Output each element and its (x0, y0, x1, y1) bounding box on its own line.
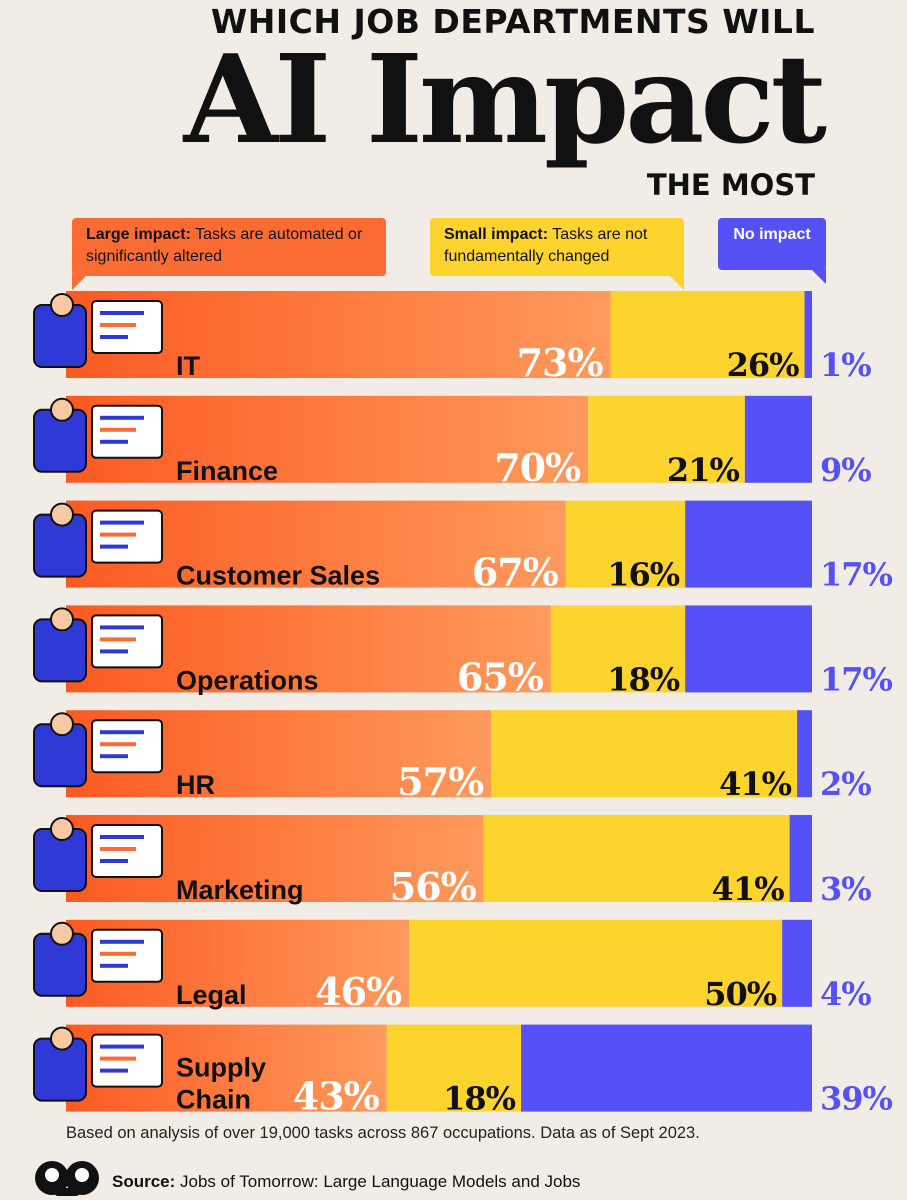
value-label-none-6: 4% (820, 975, 871, 1013)
chart-title: AI Impact (183, 27, 827, 171)
category-label-7: Supply (176, 1053, 266, 1083)
footnote: Based on analysis of over 19,000 tasks a… (66, 1124, 700, 1142)
value-label-none-4: 2% (820, 765, 871, 803)
bar-none-7 (521, 1024, 812, 1112)
header-line3: THE MOST (646, 168, 815, 202)
legend-small: Small impact: Tasks are not fundamentall… (430, 218, 684, 290)
header-line1: WHICH JOB DEPARTMENTS WILL (210, 2, 815, 41)
bar-small-2 (565, 500, 686, 588)
legal-worker-icon (33, 921, 163, 997)
value-label-small-4: 41% (719, 765, 792, 803)
category-label-0: IT (176, 351, 201, 381)
value-label-large-6: 46% (315, 969, 402, 1014)
bar-none-0 (804, 291, 812, 378)
operations-worker-icon (33, 607, 163, 683)
customer-sales-icon (33, 502, 163, 578)
bar-small-5 (483, 815, 790, 902)
bar-small-1 (588, 395, 745, 483)
finance-worker-icon (33, 397, 163, 473)
marketing-worker-icon (33, 817, 163, 892)
value-label-large-2: 67% (472, 550, 559, 595)
value-label-large-7: 43% (293, 1074, 380, 1119)
legend-large-title: Large impact: (86, 226, 191, 243)
value-label-small-2: 16% (607, 556, 680, 594)
bar-none-5 (789, 815, 812, 902)
value-label-none-0: 1% (820, 346, 871, 384)
legend-large-text: Tasks are automated or significantly alt… (86, 226, 363, 265)
category-label-7: Chain (176, 1085, 251, 1115)
bar-small-6 (409, 919, 783, 1007)
source-line: Source: Jobs of Tomorrow: Large Language… (112, 1172, 580, 1192)
value-label-small-6: 50% (704, 975, 777, 1013)
supply-chain-icon (33, 1026, 163, 1102)
category-label-4: HR (176, 770, 215, 800)
value-label-large-5: 56% (390, 864, 477, 909)
bar-none-6 (782, 919, 812, 1007)
legend-none: No impact (718, 218, 826, 284)
source-text: Jobs of Tomorrow: Large Language Models … (175, 1172, 581, 1191)
category-label-3: Operations (176, 665, 319, 695)
bar-small-3 (550, 605, 686, 693)
value-label-none-7: 39% (820, 1080, 893, 1118)
value-label-large-4: 57% (397, 759, 484, 804)
value-label-large-1: 70% (494, 445, 581, 490)
value-label-none-2: 17% (820, 556, 893, 594)
bar-none-3 (685, 605, 812, 693)
category-label-2: Customer Sales (176, 561, 380, 591)
legend-large: Large impact: Tasks are automated or sig… (72, 218, 386, 290)
value-label-none-1: 9% (820, 451, 871, 489)
value-label-large-3: 65% (457, 654, 544, 699)
value-label-none-5: 3% (820, 870, 871, 908)
bar-none-1 (744, 395, 812, 483)
source-label: Source: (112, 1172, 176, 1191)
value-label-small-0: 26% (727, 346, 800, 384)
value-label-small-3: 18% (607, 660, 680, 698)
bar-small-0 (610, 291, 805, 378)
value-label-small-7: 18% (443, 1080, 516, 1118)
category-label-1: Finance (176, 456, 278, 486)
bar-none-2 (685, 500, 812, 588)
category-label-5: Marketing (176, 875, 304, 905)
bar-small-4 (491, 710, 798, 798)
bar-none-4 (797, 710, 812, 798)
it-worker-icon (33, 293, 163, 368)
logo-icon (35, 1161, 99, 1196)
category-label-6: Legal (176, 980, 247, 1010)
legend-none-title: No impact (733, 226, 811, 243)
value-label-none-3: 17% (820, 660, 893, 698)
legend-small-title: Small impact: (444, 226, 549, 243)
hr-worker-icon (33, 712, 163, 788)
legend-small-text: Tasks are not fundamentally changed (444, 226, 648, 265)
value-label-small-5: 41% (712, 870, 785, 908)
value-label-small-1: 21% (667, 451, 740, 489)
value-label-large-0: 73% (517, 340, 604, 385)
bar-small-7 (386, 1024, 522, 1112)
